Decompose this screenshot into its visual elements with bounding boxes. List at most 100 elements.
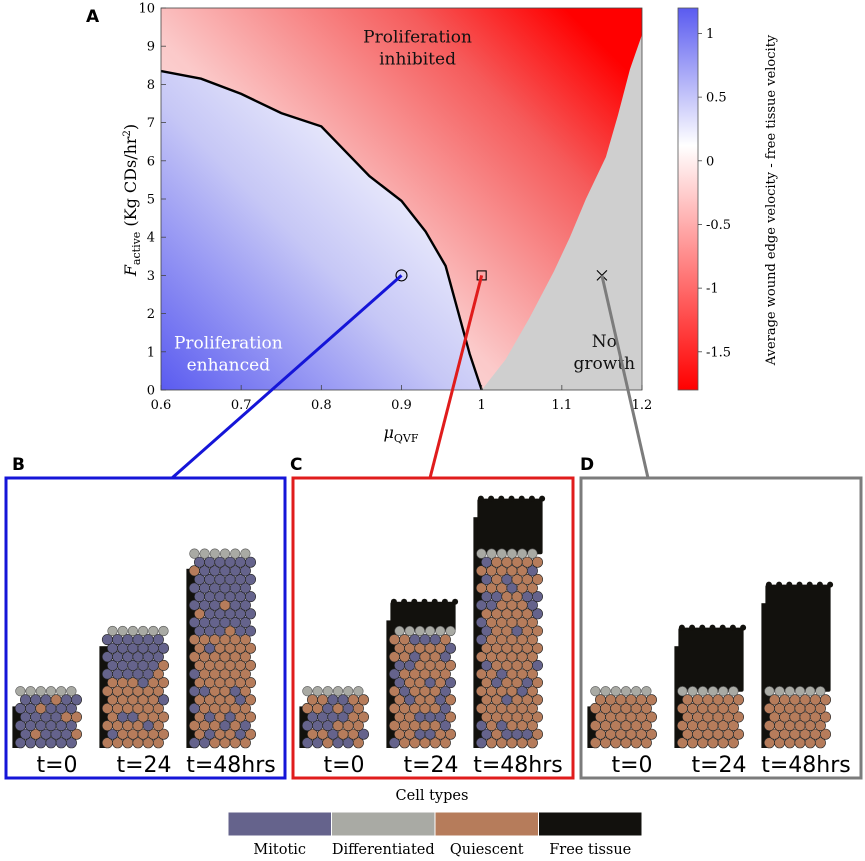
cell [429,634,441,646]
cell [439,668,451,680]
snapshot-c-1: t=24 [386,598,459,778]
connector-b [171,274,403,480]
differentiated-cell [805,686,816,697]
cell [245,625,257,637]
snapshot-c-0: t=0 [299,686,369,778]
x-tick-label: 0.6 [151,398,172,413]
time-label: t=24 [403,753,458,778]
y-tick-label: 4 [147,231,155,246]
cell [194,556,206,568]
differentiated-cell [527,548,538,559]
differentiated-cell [641,686,652,697]
free-tissue-cell [401,598,408,605]
cell [245,608,257,620]
cell [819,728,831,740]
cell [158,677,170,689]
cell [65,737,77,749]
free-tissue-cell [719,624,726,631]
cell [152,634,164,646]
cell [234,556,246,568]
differentiated-cell [815,686,826,697]
free-tissue-cell [488,495,495,502]
cell [388,634,400,646]
colorbar-label: Average wound edge velocity - free tissu… [764,34,779,366]
cell [352,702,364,714]
x-tick-label: 1.2 [632,398,653,413]
panel-d: Dt=0 t=24 t=48hrs [579,455,863,780]
cell [814,737,826,749]
free-tissue-cell [498,495,505,502]
cell [526,720,538,732]
y-tick-label: 10 [138,2,155,17]
cell [480,556,492,568]
cell [809,694,821,706]
cell [727,702,739,714]
cell [645,694,657,706]
differentiated-cell [404,625,415,637]
cell [732,694,744,706]
free-tissue-cell [508,495,515,502]
cell [526,668,538,680]
free-tissue-cell [539,495,546,502]
cell [239,565,251,577]
cell [245,591,257,603]
cell [71,728,83,740]
cell [594,694,606,706]
cell [152,702,164,714]
cell [444,659,456,671]
cell [625,694,637,706]
cell [439,702,451,714]
differentiated-cell [425,625,436,637]
connector-lines [171,274,650,480]
differentiated-cell [590,686,601,697]
free-tissue-cell [518,495,525,502]
free-tissue-cell [729,624,736,631]
differentiated-cell [764,686,775,697]
cell [799,694,811,706]
cell [239,616,251,628]
cell [239,737,251,749]
cell [444,728,456,740]
cell [645,711,657,723]
cell [239,720,251,732]
cell [71,694,83,706]
free-tissue-cell [776,581,783,588]
differentiated-cell [353,686,364,697]
colorbar-tick-label: 0 [706,154,714,169]
cell [245,711,257,723]
cell [245,728,257,740]
differentiated-cell [25,686,36,697]
free-tissue-cell [411,598,418,605]
cell [444,642,456,654]
cell [531,625,543,637]
cell [491,556,503,568]
cell [712,694,724,706]
region-label: Proliferation inhibited [363,27,472,69]
differentiated-cell [687,686,698,697]
free-tissue-block [765,584,831,692]
cell [239,599,251,611]
cell [768,694,780,706]
differentiated-cell [728,686,739,697]
free-tissue-cell [740,624,747,631]
cell [526,737,538,749]
cell [158,728,170,740]
differentiated-cell [414,625,426,637]
cell [409,634,421,646]
legend-swatch [538,811,643,837]
differentiated-cell [107,625,118,637]
cell [531,711,543,723]
y-tick-label: 5 [147,193,155,208]
colorbar-tick-label: -0.5 [706,218,731,233]
differentiated-cell [774,686,785,697]
time-label: t=24 [116,753,171,778]
differentiated-cell [117,625,128,637]
differentiated-cell [148,625,159,637]
differentiated-cell [199,548,210,559]
cell [819,694,831,706]
y-tick-label: 8 [147,78,155,93]
cell [814,720,826,732]
free-tissue-cell [678,624,685,631]
differentiated-cell [631,686,642,697]
differentiated-cell [312,686,323,697]
